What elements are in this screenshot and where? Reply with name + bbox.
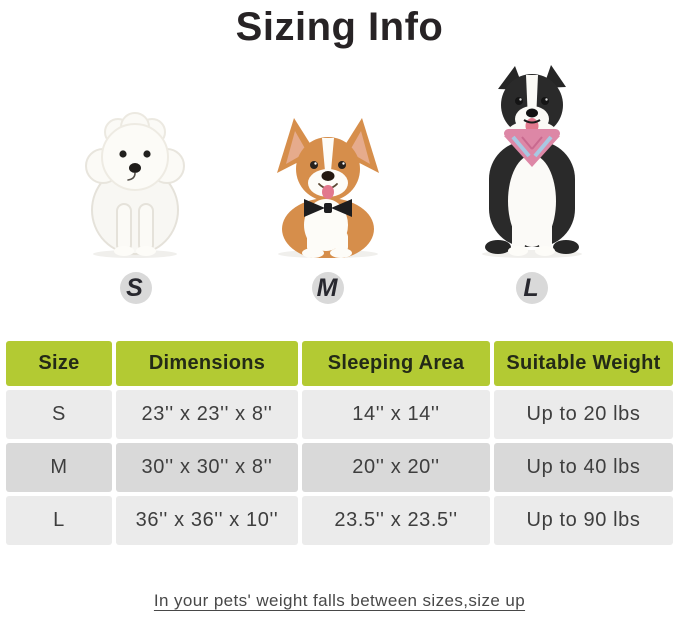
cell-dimensions: 36'' x 36'' x 10''	[116, 496, 298, 545]
cell-size: M	[6, 443, 112, 492]
cell-sleeping-area: 20'' x 20''	[302, 443, 490, 492]
size-column-medium: M	[253, 113, 403, 304]
size-badge-large: L	[516, 272, 548, 304]
size-column-large: L	[458, 61, 606, 304]
table-row-large: L 36'' x 36'' x 10'' 23.5'' x 23.5'' Up …	[6, 496, 673, 545]
size-up-note: In your pets' weight falls between sizes…	[153, 591, 526, 610]
cell-suitable-weight: Up to 90 lbs	[494, 496, 673, 545]
header-dimensions: Dimensions	[116, 341, 298, 386]
dog-size-examples: S	[0, 62, 679, 304]
page-title: Sizing Info	[235, 5, 444, 49]
size-badge-medium: M	[312, 272, 344, 304]
sizing-table: Size Dimensions Sleeping Area Suitable W…	[2, 337, 677, 549]
cell-dimensions: 30'' x 30'' x 8''	[116, 443, 298, 492]
small-dog-image	[85, 112, 185, 258]
header-sleeping-area: Sleeping Area	[302, 341, 490, 386]
table-row-small: S 23'' x 23'' x 8'' 14'' x 14'' Up to 20…	[6, 390, 673, 439]
cell-size: S	[6, 390, 112, 439]
table-row-medium: M 30'' x 30'' x 8'' 20'' x 20'' Up to 40…	[6, 443, 673, 492]
size-badge-small: S	[119, 272, 152, 304]
cell-suitable-weight: Up to 40 lbs	[494, 443, 673, 492]
cell-dimensions: 23'' x 23'' x 8''	[116, 390, 298, 439]
large-dog-image	[482, 65, 582, 258]
size-column-small: S	[73, 108, 198, 304]
cell-sleeping-area: 14'' x 14''	[302, 390, 490, 439]
table-header-row: Size Dimensions Sleeping Area Suitable W…	[6, 341, 673, 386]
header-suitable-weight: Suitable Weight	[494, 341, 673, 386]
cell-suitable-weight: Up to 20 lbs	[494, 390, 673, 439]
cell-size: L	[6, 496, 112, 545]
medium-dog-image	[277, 118, 379, 258]
header-size: Size	[6, 341, 112, 386]
cell-sleeping-area: 23.5'' x 23.5''	[302, 496, 490, 545]
